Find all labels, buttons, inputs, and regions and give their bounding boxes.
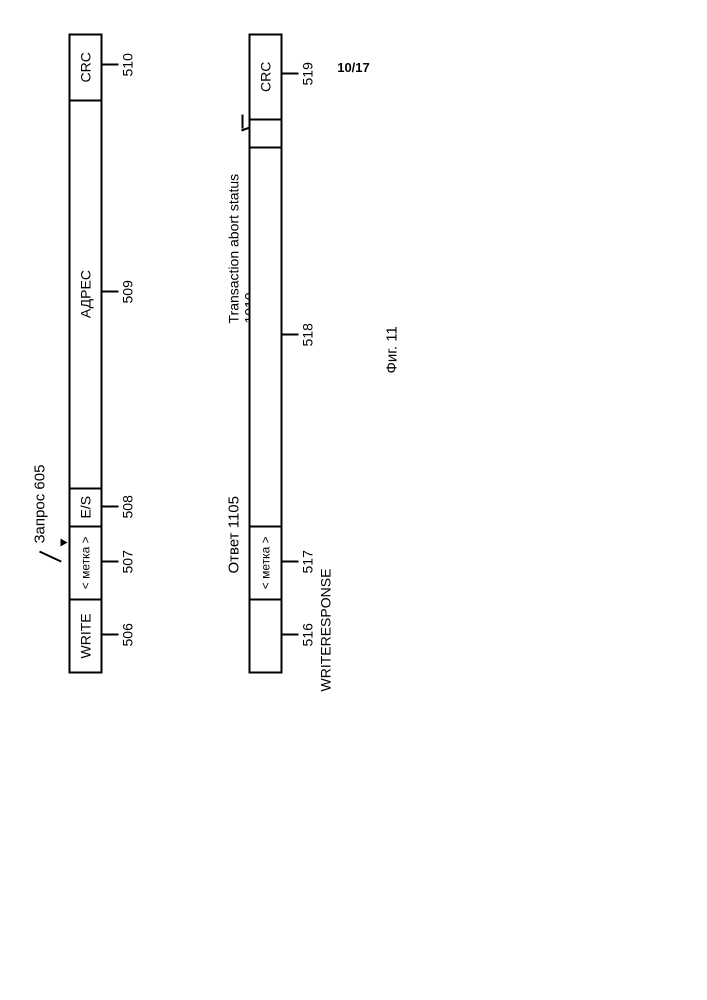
request-field-crc: CRC <box>71 36 101 100</box>
request-title-ref: 605 <box>32 465 49 490</box>
ref-516: 516 <box>300 623 316 646</box>
response-field-crc: CRC <box>251 36 281 119</box>
response-title-prefix: Ответ <box>226 532 243 573</box>
leader-507 <box>103 561 119 563</box>
request-field-write: WRITE <box>71 598 101 671</box>
request-title-prefix: Запрос <box>32 494 49 544</box>
request-title-arrowhead <box>61 539 68 547</box>
ref-509: 509 <box>120 280 136 303</box>
leader-509 <box>103 291 119 293</box>
ref-507: 507 <box>120 550 136 573</box>
leader-506 <box>103 634 119 636</box>
response-title-ref: 1105 <box>226 496 243 528</box>
ref-510: 510 <box>120 53 136 76</box>
response-title: Ответ 1105 <box>226 496 243 574</box>
ref-518: 518 <box>300 323 316 346</box>
request-field-tag: < метка > <box>71 525 101 598</box>
request-field-es: E/S <box>71 487 101 525</box>
leader-519 <box>283 73 299 75</box>
ref-506: 506 <box>120 623 136 646</box>
response-field-2 <box>251 147 281 525</box>
leader-508 <box>103 506 119 508</box>
request-title-arrow-shaft <box>39 551 62 563</box>
request-strip: WRITE < метка > E/S АДРЕС CRC <box>69 34 103 674</box>
ref-517: 517 <box>300 550 316 573</box>
response-field-3 <box>251 118 281 147</box>
ref-519: 519 <box>300 62 316 85</box>
request-title: Запрос 605 <box>32 465 49 544</box>
rotated-stage: Запрос 605 WRITE < метка > E/S АДРЕС CRC… <box>0 147 707 854</box>
leader-abort <box>242 115 244 129</box>
leader-516 <box>283 634 299 636</box>
response-below-label: WRITERESPONSE <box>318 569 334 692</box>
leader-517 <box>283 561 299 563</box>
response-strip: < метка > CRC <box>249 34 283 674</box>
response-field-tag: < метка > <box>251 525 281 598</box>
leader-510 <box>103 64 119 66</box>
page-number: 10/17 <box>0 60 707 75</box>
ref-508: 508 <box>120 495 136 518</box>
figure-caption: Фиг. 11 <box>384 326 401 373</box>
request-field-address: АДРЕС <box>71 99 101 487</box>
leader-518 <box>283 334 299 336</box>
response-field-0 <box>251 598 281 671</box>
